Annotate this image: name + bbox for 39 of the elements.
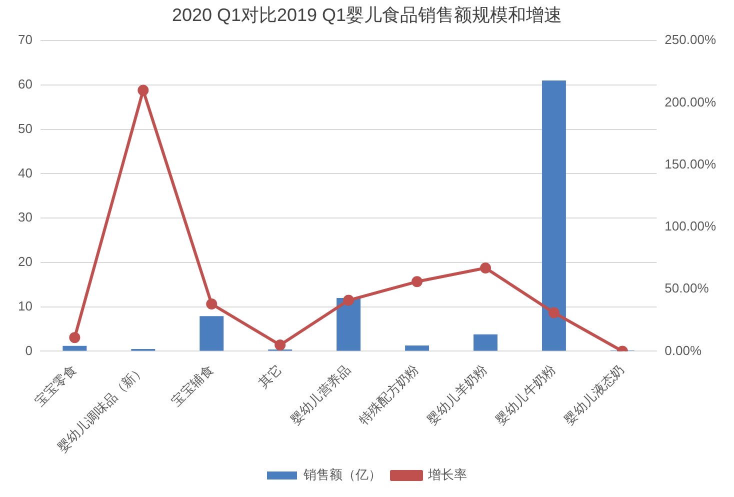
point [412, 276, 423, 288]
y-tick-label: 30 [18, 210, 32, 225]
point [548, 307, 560, 318]
bar [200, 316, 224, 351]
bar [474, 334, 498, 351]
point [206, 298, 218, 310]
bar [336, 298, 361, 351]
x-tick-label: 婴幼儿牛奶粉 [493, 362, 560, 428]
bar [542, 80, 566, 351]
legend-label: 增长率 [427, 467, 467, 482]
chart-title: 2020 Q1对比2019 Q1婴儿食品销售额规模和增速 [172, 4, 562, 25]
bar [405, 345, 430, 351]
y-tick-label: 0 [25, 342, 32, 358]
x-tick-label: 宝宝辅食 [168, 362, 217, 410]
point [343, 294, 354, 306]
y-tick-label: 20 [18, 254, 32, 270]
x-tick-label: 婴幼儿营养品 [287, 362, 354, 428]
bar [62, 346, 87, 351]
x-tick-label: 特殊配方奶粉 [356, 362, 422, 428]
y-tick-label: 10 [18, 298, 32, 314]
x-tick-label: 宝宝零食 [32, 362, 80, 410]
y2-tick-label: 250.00% [664, 32, 716, 48]
y2-tick-label: 0.00% [664, 342, 702, 358]
y-tick-label: 40 [18, 165, 32, 180]
point [69, 332, 80, 344]
x-tick-label: 其它 [256, 362, 286, 392]
x-tick-label: 婴幼儿液态奶 [562, 362, 628, 428]
y2-tick-label: 50.00% [664, 280, 710, 296]
y2-tick-label: 200.00% [664, 94, 716, 110]
legend-label: 销售额（亿） [302, 467, 382, 482]
x-tick-label: 婴幼儿羊奶粉 [424, 362, 491, 428]
y2-tick-label: 100.00% [664, 218, 716, 234]
point [480, 262, 492, 274]
point [138, 84, 149, 96]
y-tick-label: 60 [18, 76, 32, 92]
y-tick-label: 70 [18, 32, 32, 48]
y2-tick-label: 150.00% [664, 156, 716, 172]
point [274, 340, 286, 351]
y-tick-label: 50 [18, 120, 32, 136]
